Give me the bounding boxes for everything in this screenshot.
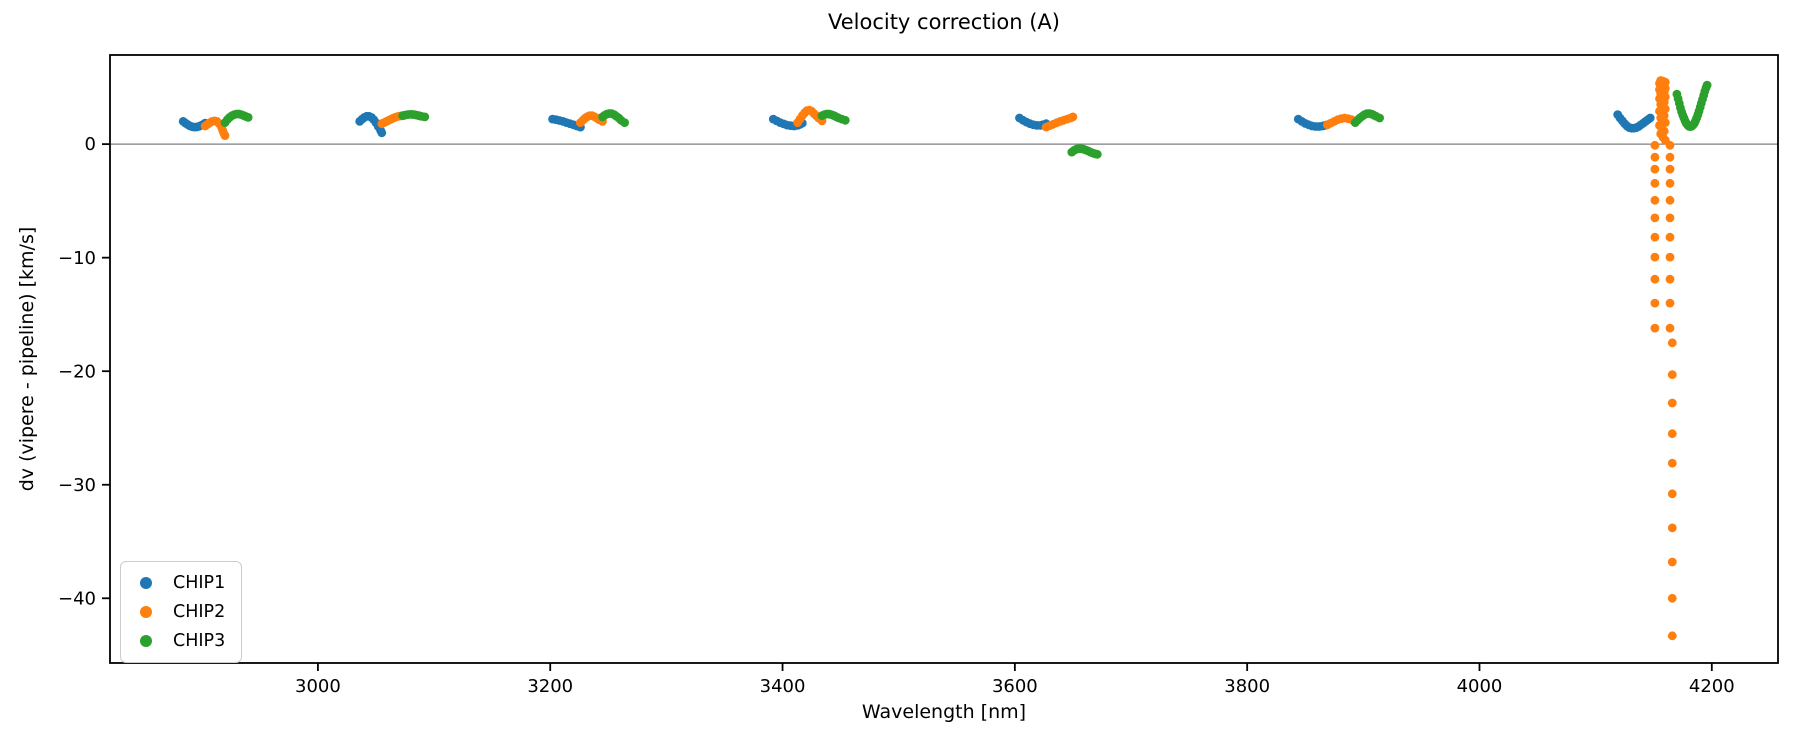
data-point [1650, 195, 1660, 205]
legend-item-chip3: CHIP3 [134, 628, 225, 654]
data-point [1650, 152, 1660, 162]
data-point [1667, 523, 1677, 533]
data-point [220, 131, 230, 141]
x-axis-label: Wavelength [nm] [861, 701, 1027, 723]
chip3-marker-icon [140, 635, 152, 647]
data-point [1667, 631, 1677, 641]
data-point [1650, 213, 1660, 223]
data-point [420, 112, 430, 122]
data-point [1665, 323, 1675, 333]
series-chip2-points [200, 76, 1677, 641]
y-tick-label: −30 [58, 475, 96, 496]
data-point [1667, 489, 1677, 499]
legend: CHIP1 CHIP2 CHIP3 [120, 561, 243, 663]
data-point [1650, 164, 1660, 174]
chip1-marker-icon [140, 577, 152, 589]
data-point [1650, 274, 1660, 284]
data-point [1650, 298, 1660, 308]
data-point [1667, 557, 1677, 567]
y-tick-label: −10 [58, 248, 96, 269]
data-point [1667, 429, 1677, 439]
data-point [1667, 593, 1677, 603]
data-point [1665, 140, 1675, 150]
legend-label-chip3: CHIP3 [173, 631, 226, 651]
data-point [1665, 164, 1675, 174]
x-tick-label: 3400 [760, 676, 806, 697]
y-tick-label: 0 [85, 134, 96, 155]
data-point [1667, 370, 1677, 379]
y-axis-label: dv (vipere - pipeline) [km/s] [16, 226, 38, 492]
data-point [1667, 398, 1677, 408]
data-point [1092, 149, 1102, 159]
x-tick-label: 4000 [1457, 676, 1503, 697]
data-point [1665, 232, 1675, 242]
data-point [1650, 232, 1660, 242]
data-point [1650, 323, 1660, 333]
data-point [840, 115, 850, 125]
data-point [243, 113, 253, 122]
x-tick-label: 3200 [527, 676, 573, 697]
data-point [1068, 112, 1078, 122]
data-point [1665, 252, 1675, 262]
data-point [1667, 338, 1677, 348]
data-point [377, 128, 387, 138]
x-tick-label: 4200 [1689, 676, 1735, 697]
data-point [1702, 80, 1712, 90]
data-point [1665, 213, 1675, 223]
data-point [1645, 113, 1655, 123]
data-point [1650, 140, 1660, 150]
data-point [1665, 178, 1675, 188]
data-point [1665, 195, 1675, 205]
legend-label-chip2: CHIP2 [173, 602, 226, 622]
series-chip3-points [220, 80, 1712, 159]
data-point [1650, 178, 1660, 188]
y-tick-label: −20 [58, 361, 96, 382]
data-point [1665, 274, 1675, 284]
data-point [1375, 113, 1384, 123]
data-point [1667, 458, 1677, 468]
legend-item-chip2: CHIP2 [134, 599, 225, 625]
data-point [620, 118, 629, 127]
chip2-marker-icon [140, 606, 152, 618]
legend-label-chip1: CHIP1 [173, 573, 226, 593]
x-tick-label: 3600 [992, 676, 1038, 697]
plot-frame [109, 54, 1779, 664]
series-chip1-points [178, 110, 1655, 138]
y-tick-label: −40 [58, 588, 96, 609]
chart-title: Velocity correction (A) [827, 10, 1060, 34]
x-tick-label: 3800 [1224, 676, 1270, 697]
legend-item-chip1: CHIP1 [134, 570, 225, 596]
data-point [1665, 298, 1675, 308]
x-tick-label: 3000 [295, 676, 341, 697]
data-point [1665, 152, 1675, 162]
data-point [1650, 252, 1660, 262]
